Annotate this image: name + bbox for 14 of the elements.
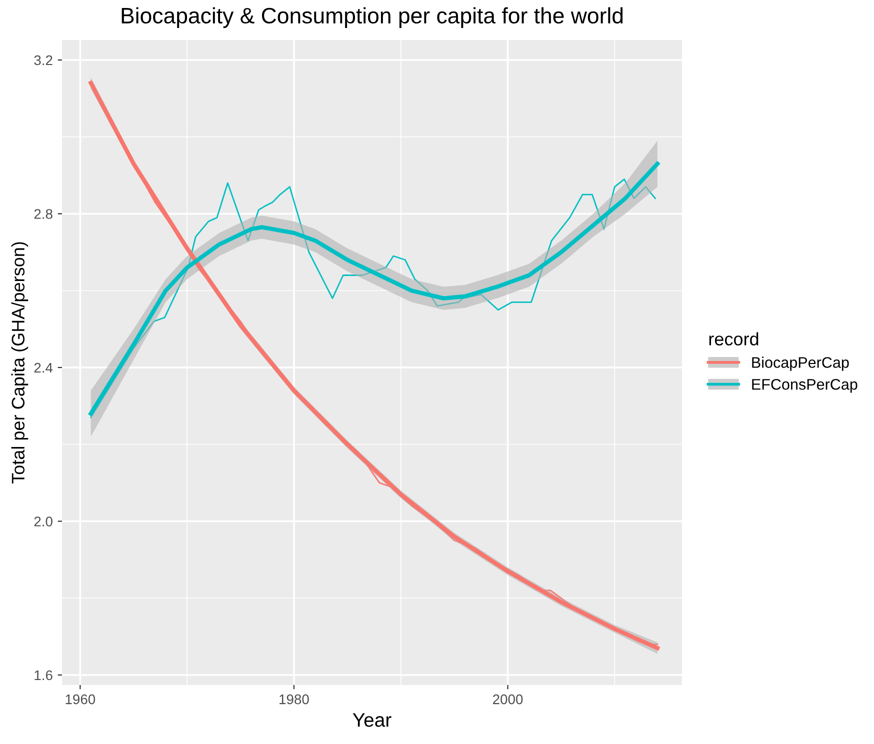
y-tick-label: 1.6: [34, 670, 52, 680]
y-axis-title: Total per Capita (GHA/person): [11, 242, 28, 484]
y-tick-label: 2.0: [34, 516, 52, 526]
legend-label: EFConsPerCap: [752, 378, 858, 393]
x-tick-label: 1960: [66, 694, 96, 704]
chart-title: Biocapacity & Consumption per capita for the world: [122, 7, 623, 28]
x-tick-label: 1980: [280, 694, 309, 704]
x-axis-title: Year: [352, 713, 392, 727]
legend-title: record: [709, 332, 758, 346]
y-tick-label: 3.2: [34, 55, 52, 66]
legend-label: BiocapPerCap: [752, 356, 849, 371]
y-tick-label: 2.4: [34, 362, 53, 373]
y-tick-label: 2.8: [34, 209, 52, 219]
x-tick-label: 2000: [493, 694, 523, 704]
